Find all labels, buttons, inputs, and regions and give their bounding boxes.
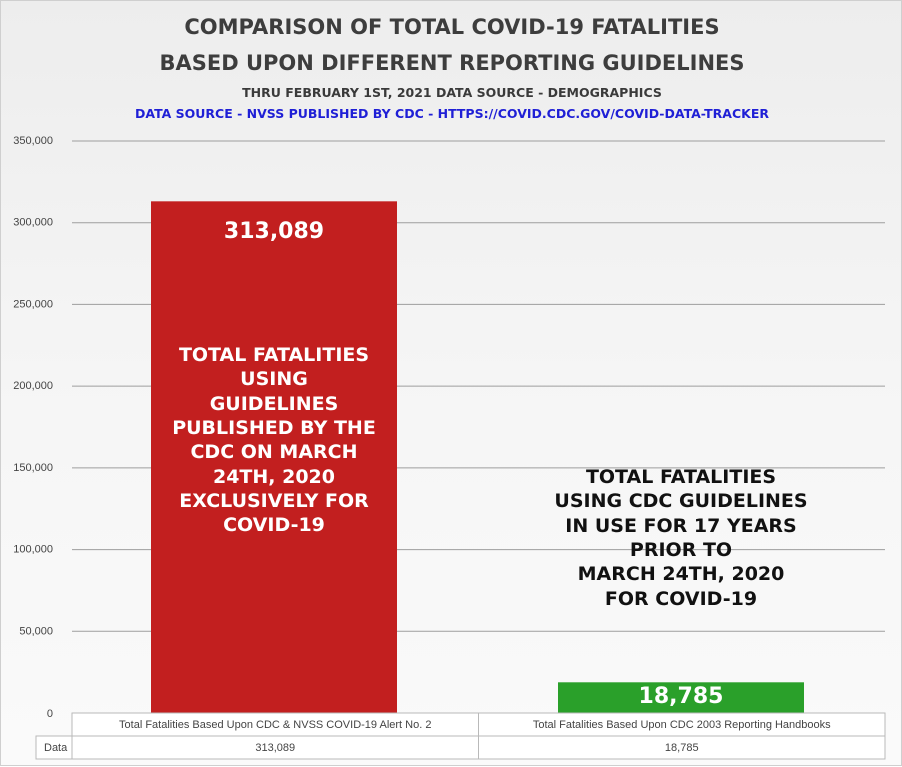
data-label-bar-1: 313,089 (223, 219, 325, 244)
x-category-label: Total Fatalities Based Upon CDC 2003 Rep… (533, 719, 831, 731)
annotation-left-line: USING (240, 368, 308, 391)
y-tick-label: 100,000 (13, 544, 53, 556)
chart-subtitle: THRU FEBRUARY 1ST, 2021 DATA SOURCE - DE… (242, 85, 662, 100)
data-table-value: 18,785 (665, 742, 699, 754)
annotation-right-line: MARCH 24TH, 2020 (577, 563, 785, 586)
data-table-row-header-cell (35, 735, 73, 760)
annotation-right-line: FOR COVID-19 (604, 587, 758, 610)
annotation-left-line: EXCLUSIVELY FOR (179, 489, 369, 512)
annotation-right-line: PRIOR TO (629, 538, 733, 561)
chart-title-line-2: BASED UPON DIFFERENT REPORTING GUIDELINE… (159, 51, 745, 75)
annotation-left-line: TOTAL FATALITIES (178, 344, 370, 366)
annotation-left: TOTAL FATALITIES USING GUIDELINES PUBLIS… (151, 343, 397, 538)
y-tick-label: 200,000 (13, 380, 53, 392)
annotation-left-line: CDC ON MARCH (190, 441, 358, 464)
x-category-label: Total Fatalities Based Upon CDC & NVSS C… (119, 719, 431, 731)
annotation-right-line: USING CDC GUIDELINES (554, 490, 808, 513)
data-label-bar-2: 18,785 (638, 684, 724, 709)
chart-title: COMPARISON OF TOTAL COVID-19 FATALITIES (184, 15, 720, 39)
bar (151, 201, 397, 713)
y-tick-label: 250,000 (13, 298, 53, 310)
annotation-left-line: PUBLISHED BY THE (172, 416, 376, 439)
y-tick-label: 150,000 (13, 462, 53, 474)
annotation-right-line: IN USE FOR 17 YEARS (565, 514, 797, 537)
data-table-row-header: Data (44, 742, 68, 754)
chart-data-source: DATA SOURCE - NVSS PUBLISHED BY CDC - HT… (134, 106, 769, 121)
y-tick-label: 300,000 (13, 217, 53, 229)
annotation-left-line: GUIDELINES (209, 392, 339, 415)
y-tick-label: 0 (47, 708, 53, 720)
annotation-left-line: 24TH, 2020 (212, 465, 335, 488)
data-table-value: 313,089 (255, 742, 295, 754)
annotation-right-line: TOTAL FATALITIES (585, 466, 777, 488)
bar (558, 682, 804, 713)
y-tick-label: 50,000 (19, 625, 53, 637)
y-tick-label: 350,000 (13, 135, 53, 147)
annotation-left-line: COVID-19 (223, 514, 325, 537)
annotation-right: TOTAL FATALITIES USING CDC GUIDELINES IN… (541, 465, 821, 611)
